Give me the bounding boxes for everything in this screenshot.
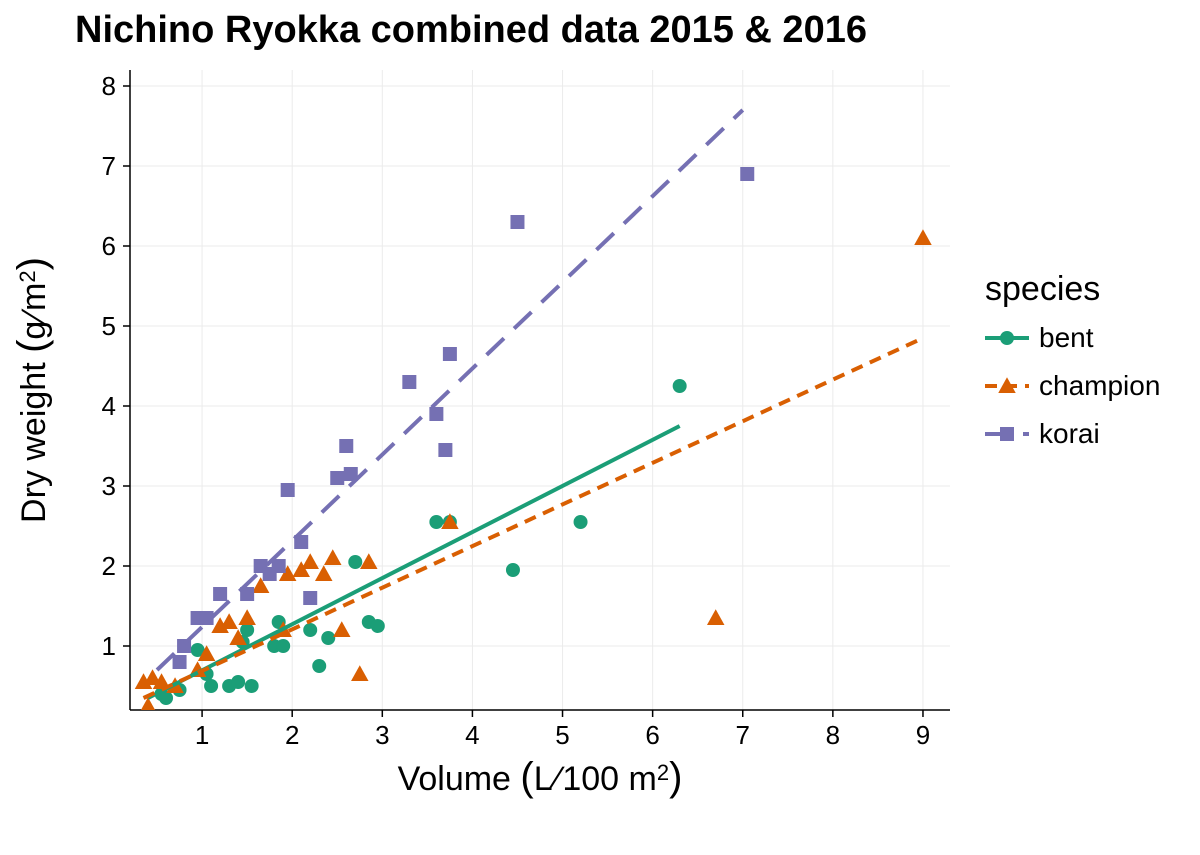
svg-text:7: 7 (102, 151, 116, 181)
legend-title: species (985, 270, 1100, 308)
x-axis-title: Volume (L∕100 m2) (398, 755, 683, 799)
svg-text:5: 5 (102, 311, 116, 341)
svg-text:8: 8 (102, 71, 116, 101)
svg-text:2: 2 (285, 720, 299, 750)
legend-label: bent (1039, 322, 1094, 353)
svg-text:7: 7 (736, 720, 750, 750)
svg-text:2: 2 (102, 551, 116, 581)
legend-label: champion (1039, 370, 1160, 401)
svg-text:4: 4 (465, 720, 479, 750)
chart-container: 1 2 3 4 5 6 7 8 9 1 2 3 4 5 6 7 8 Volume (L∕100 m2) Dry we… (0, 0, 1200, 855)
y-axis-title: Dry weight (g∕m2) (10, 257, 54, 523)
svg-text:1: 1 (195, 720, 209, 750)
svg-text:3: 3 (102, 471, 116, 501)
svg-text:6: 6 (102, 231, 116, 261)
svg-text:6: 6 (645, 720, 659, 750)
svg-text:9: 9 (916, 720, 930, 750)
svg-text:4: 4 (102, 391, 116, 421)
legend-label: korai (1039, 418, 1100, 449)
svg-text:5: 5 (555, 720, 569, 750)
svg-text:3: 3 (375, 720, 389, 750)
scatter-chart: 1 2 3 4 5 6 7 8 9 1 2 3 4 5 6 7 8 Volume (L∕100 m2) Dry we… (0, 0, 1200, 855)
svg-text:8: 8 (826, 720, 840, 750)
svg-text:1: 1 (102, 631, 116, 661)
chart-title: Nichino Ryokka combined data 2015 & 2016 (75, 9, 867, 51)
